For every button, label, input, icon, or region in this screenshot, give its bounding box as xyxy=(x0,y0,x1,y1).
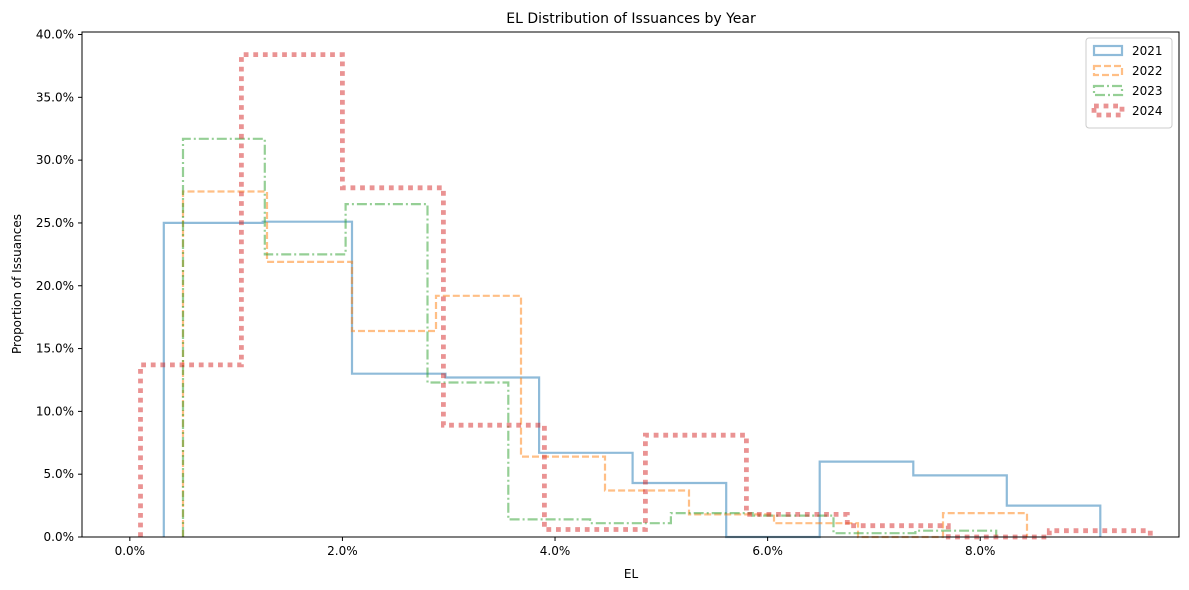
legend-entry-2021: 2021 xyxy=(1132,44,1163,58)
plot-frame xyxy=(81,31,1180,538)
series-2021-step-line xyxy=(162,220,1102,539)
plot-area xyxy=(81,31,1180,540)
legend: 2021 2022 2023 2024 xyxy=(1085,37,1173,129)
y-tick-label: 5.0% xyxy=(44,467,75,481)
chart-title: EL Distribution of Issuances by Year xyxy=(506,11,756,27)
series-2022-step-line xyxy=(181,190,1029,539)
y-tick-label: 35.0% xyxy=(36,90,74,104)
series-layer xyxy=(138,52,1153,540)
x-tick-label: 4.0% xyxy=(540,544,571,558)
y-axis-label: Proportion of Issuances xyxy=(10,214,24,354)
y-axis: 0.0% 5.0% 10.0% 15.0% 20.0% 25.0% 30.0% 35.0% 40… xyxy=(36,28,82,544)
x-axis-label: EL xyxy=(624,567,639,581)
x-tick-label: 0.0% xyxy=(115,544,146,558)
legend-swatch-2022 xyxy=(1092,64,1124,77)
series-2023-step-line xyxy=(181,137,998,537)
y-tick-label: 15.0% xyxy=(36,342,74,356)
plot-background xyxy=(82,32,1179,537)
x-tick-label: 8.0% xyxy=(965,544,996,558)
y-tick-label: 30.0% xyxy=(36,153,74,167)
x-tick-label: 6.0% xyxy=(752,544,783,558)
y-tick-label: 25.0% xyxy=(36,216,74,230)
y-tick-label: 10.0% xyxy=(36,404,74,418)
x-tick-label: 2.0% xyxy=(327,544,358,558)
legend-swatch-2023 xyxy=(1092,84,1124,97)
legend-entry-2022: 2022 xyxy=(1132,64,1163,78)
y-tick-label: 0.0% xyxy=(44,530,75,544)
legend-entry-2024: 2024 xyxy=(1132,104,1163,118)
y-tick-label: 20.0% xyxy=(36,279,74,293)
y-tick-label: 40.0% xyxy=(36,28,74,42)
legend-swatch-2021 xyxy=(1092,44,1124,57)
series-2024-step-line xyxy=(138,52,1153,540)
legend-entry-2023: 2023 xyxy=(1132,84,1163,98)
legend-swatch-2024 xyxy=(1091,103,1125,118)
x-axis: 0.0% 2.0% 4.0% 6.0% 8.0% xyxy=(115,537,996,558)
